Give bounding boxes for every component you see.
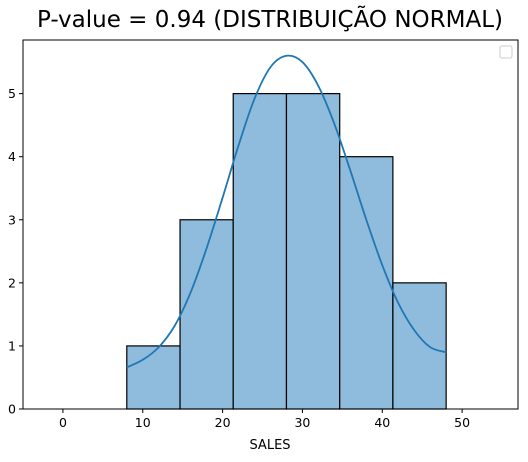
bars-group [126, 93, 447, 410]
legend-box [499, 45, 513, 59]
chart-title: P-value = 0.94 (DISTRIBUIÇÃO NORMAL) [37, 5, 503, 33]
x-tick-label: 20 [215, 415, 231, 430]
plot-frame [22, 39, 519, 410]
histogram-bar-2 [179, 219, 234, 410]
x-tick-label: 0 [59, 415, 67, 430]
x-tick-label: 30 [294, 415, 310, 430]
x-axis: 0 10 20 30 40 50 [59, 409, 470, 430]
x-tick-label: 50 [454, 415, 470, 430]
x-tick-label: 10 [135, 415, 151, 430]
x-tick-label: 40 [374, 415, 390, 430]
y-tick-label: 0 [8, 402, 16, 417]
histogram-bar-1 [126, 345, 181, 410]
kde-curve [126, 54, 447, 369]
y-axis: 0 1 2 3 4 5 [8, 86, 23, 417]
y-tick-label: 1 [8, 338, 16, 353]
legend [499, 45, 513, 59]
x-axis-label: SALES [249, 438, 290, 453]
y-tick-label: 5 [8, 86, 16, 101]
y-tick-label: 4 [8, 149, 16, 164]
histogram-bar-3 [232, 93, 288, 410]
histogram-bar-5 [339, 156, 394, 410]
histogram-bar-6 [392, 282, 447, 410]
y-tick-label: 2 [8, 275, 16, 290]
y-tick-label: 3 [8, 212, 16, 227]
histogram-bar-4 [285, 93, 341, 410]
